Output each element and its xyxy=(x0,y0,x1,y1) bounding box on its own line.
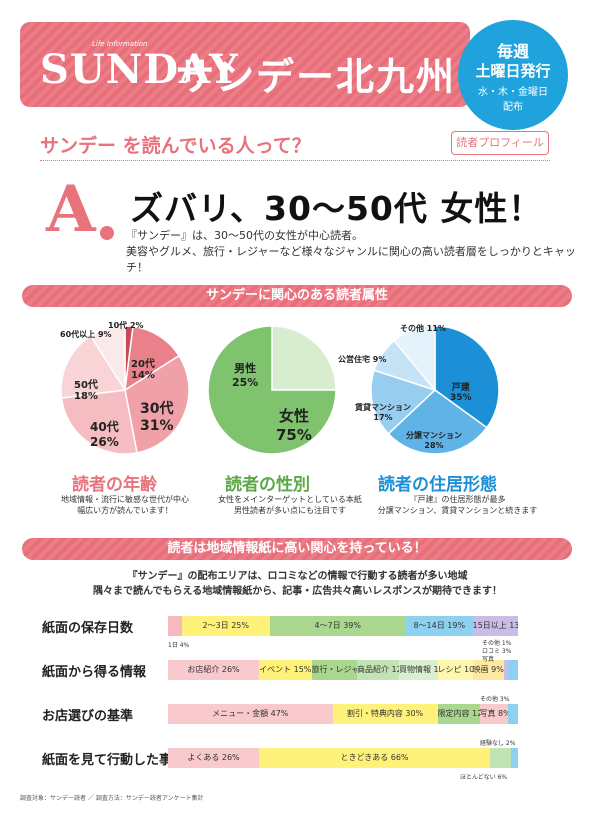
residence-note-1: 『戸建』の住居形態が最多 xyxy=(409,495,506,504)
divider xyxy=(40,160,550,161)
badge-line1: 毎週 xyxy=(496,42,529,61)
pie-res-slice-4 xyxy=(393,325,436,393)
answer-dot xyxy=(100,226,114,240)
pie-age-slice-4 xyxy=(60,334,127,399)
publish-badge: 毎週 土曜日発行 水・木・金曜日 配布 xyxy=(458,20,568,130)
bar-row-label: お店選びの基準 xyxy=(42,709,134,724)
residence-note-2: 分譲マンション、賃貸マンションと続きます xyxy=(377,506,538,515)
gender-pie xyxy=(207,325,337,455)
bar-row: メニュー・金額 47%割引・特典内容 30%限定内容 12%写真 8% xyxy=(168,704,518,724)
answer-headline: ズバリ、30〜50代 女性！ xyxy=(130,189,543,228)
bar-row: よくある 26% ときどきある 66% xyxy=(168,748,518,768)
bar-note-below: 1日 4% xyxy=(168,642,190,649)
bar-row-label: 紙面の保存日数 xyxy=(42,621,134,636)
pie-age-slice-5 xyxy=(89,325,126,393)
pie-charts xyxy=(60,325,500,455)
bar-segment: イベント 15% xyxy=(259,660,312,680)
bar-note-above: 経験なし 2% xyxy=(480,740,516,747)
res-label-rent: 賃貸マンション 17% xyxy=(355,403,411,422)
age-label-60s: 60代以上 9% xyxy=(60,330,112,339)
pie-age-slice-3 xyxy=(60,389,138,455)
res-label-other: その他 11% xyxy=(400,324,446,333)
bar-segment: 写真 8% xyxy=(479,704,508,724)
bar-segment: 旅行・レジャー 13% xyxy=(311,660,357,680)
answer-desc-1: 『サンデー』は、30〜50代の女性が中心読者。 xyxy=(126,229,363,242)
age-title: 読者の年齢 xyxy=(72,475,157,495)
logo: SUNDAY xyxy=(40,46,239,93)
pie-gender-slice-1 xyxy=(207,325,337,455)
bar-segment: メニュー・金額 47% xyxy=(168,704,333,724)
pie-res-slice-0 xyxy=(434,325,500,429)
bar-segment: 8〜14日 19% xyxy=(406,616,473,636)
bar-row: 2〜3日 25%4〜7日 39%8〜14日 19%15日以上 13% xyxy=(168,616,518,636)
section2-intro-1: 『サンデー』の配布エリアは、ロコミなどの情報で行動する読者が多い地域 xyxy=(127,571,468,582)
residence-title: 読者の住居形態 xyxy=(378,475,497,495)
res-label-house: 戸建 35% xyxy=(450,383,472,403)
answer-letter: A xyxy=(46,172,96,247)
pie-age-slice-1 xyxy=(124,325,181,392)
bar-row-label: 紙面を見て行動した事 xyxy=(42,753,173,768)
pie-age-slice-2 xyxy=(124,354,190,454)
bar-segment: 4〜7日 39% xyxy=(269,616,406,636)
age-label-40s: 40代 26% xyxy=(90,420,119,449)
bar-note-above: その他 3% xyxy=(480,696,510,703)
bar-segment: 15日以上 13% xyxy=(472,616,518,636)
res-label-public: 公営住宅 9% xyxy=(338,355,387,364)
bar-row-label: 紙面から得る情報 xyxy=(42,665,147,680)
gender-label-male: 男性 25% xyxy=(232,362,259,389)
bar-note-above: 写真 xyxy=(482,656,495,663)
bar-note-below: ほとんどない 6% xyxy=(460,774,508,781)
bar-row: お店紹介 26%イベント 15%旅行・レジャー 13%商品紹介 12%買物情報 … xyxy=(168,660,518,680)
header-banner xyxy=(20,22,470,107)
pie-res-slice-2 xyxy=(370,369,437,435)
bar-segment: 買物情報 11% xyxy=(399,660,438,680)
section1-band: サンデーに関心のある読者属性 xyxy=(22,285,572,307)
section2-intro-2: 隅々まで読んでもらえる地域情報紙から、記事・広告共々高いレスポンスが期待できます… xyxy=(93,586,502,597)
bar-segment: 商品紹介 12% xyxy=(357,660,399,680)
age-label-50s: 50代 18% xyxy=(74,380,98,402)
question-heading: サンデー を読んでいる人って？ xyxy=(40,135,311,157)
gender-note-1: 女性をメインターゲットとしている本紙 xyxy=(218,495,362,504)
bar-segment xyxy=(504,660,508,680)
bar-segment xyxy=(507,660,518,680)
age-note-2: 幅広い方が読んでいます！ xyxy=(77,506,173,515)
bar-segment: レシピ 10% xyxy=(437,660,473,680)
bar-segment: お店紹介 26% xyxy=(168,660,259,680)
badge-line2: 土曜日発行 xyxy=(475,62,551,80)
profile-tag: 読者プロフィール xyxy=(451,131,549,155)
age-note-1: 地域情報・流行に敏感な世代が中心 xyxy=(61,495,189,504)
bar-segment: 限定内容 12% xyxy=(437,704,480,724)
age-label-20s: 20代 14% xyxy=(131,359,155,381)
bar-segment: よくある 26% xyxy=(168,748,259,768)
age-label-30s: 30代 31% xyxy=(140,401,174,434)
bar-note-above: その他 1% xyxy=(482,640,512,647)
section2-band: 読者は地域情報紙に高い関心を持っている！ xyxy=(22,538,572,560)
bar-segment: ときどきある 66% xyxy=(259,748,490,768)
badge-line4: 配布 xyxy=(503,102,523,113)
bar-note-above: ロコミ 3% xyxy=(482,648,512,655)
pie-gender-slice-0 xyxy=(271,325,337,391)
pie-res-slice-1 xyxy=(387,389,488,455)
brand-title: サンデー北九州 xyxy=(176,55,457,99)
residence-pie xyxy=(370,325,500,455)
bar-segment: 2〜3日 25% xyxy=(182,616,270,636)
gender-label-female: 女性 75% xyxy=(276,407,312,444)
gender-note-2: 男性読者が多い点にも注目です xyxy=(234,506,346,515)
bar-segment xyxy=(490,748,511,768)
gender-title: 読者の性別 xyxy=(225,475,310,495)
bar-segment: 映画 9% xyxy=(472,660,504,680)
res-label-condo: 分譲マンション 28% xyxy=(406,431,462,450)
logo-subtitle: Life Information xyxy=(92,40,148,48)
age-label-10s: 10代 2% xyxy=(108,321,144,330)
footer-note: 調査対象：サンデー読者 ／ 調査方法：サンデー読者アンケート集計 xyxy=(20,795,204,802)
age-pie xyxy=(60,325,190,455)
bar-segment xyxy=(168,616,182,636)
answer-desc-2: 美容やグルメ、旅行・レジャーなど様々なジャンルに関心の高い読者層をしっかりとキャ… xyxy=(126,245,576,274)
bar-segment: 割引・特典内容 30% xyxy=(332,704,438,724)
bar-segment xyxy=(511,748,518,768)
badge-line3: 水・木・金曜日 xyxy=(478,87,548,98)
bar-segment xyxy=(507,704,518,724)
